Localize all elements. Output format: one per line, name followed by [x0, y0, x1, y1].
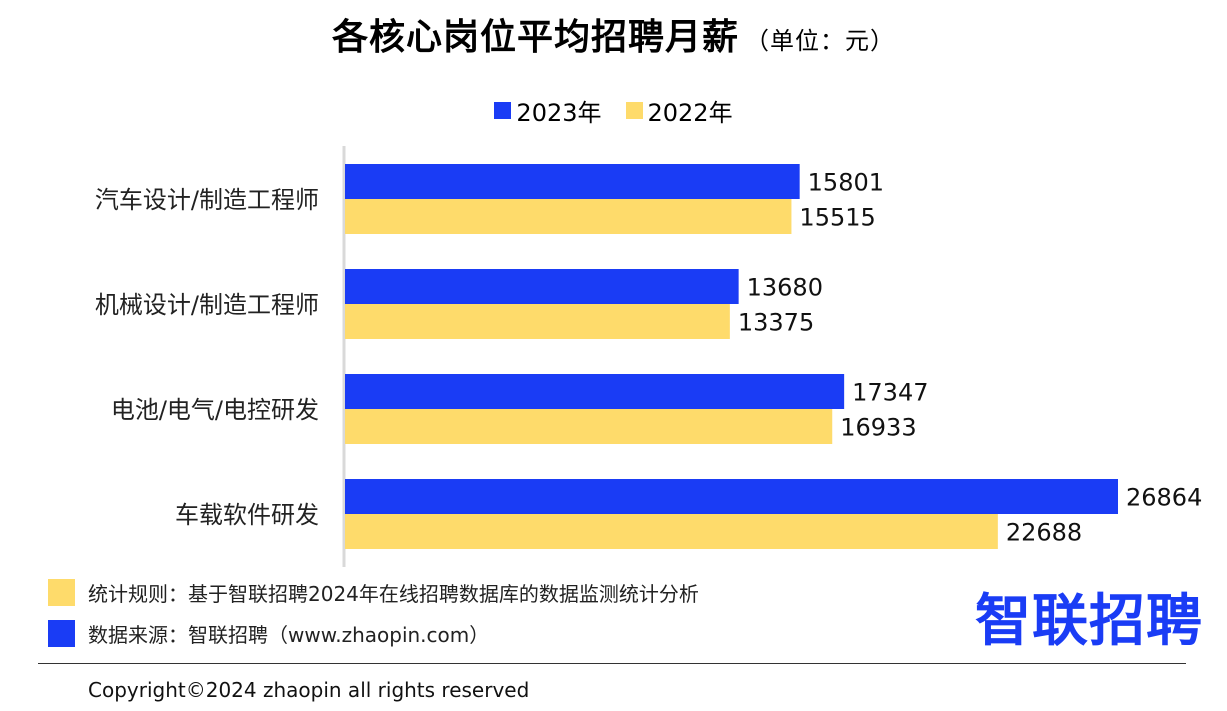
category-label: 机械设计/制造工程师 [95, 291, 319, 319]
zhaopin-logo: 智联招聘 [975, 589, 1203, 654]
legend-swatch-2022 [625, 102, 643, 119]
legend-swatch-2023 [494, 102, 512, 119]
bar-2022 [345, 514, 998, 549]
copyright: Copyright©2024 zhaopin all rights reserv… [88, 678, 530, 702]
chart-unit: （单位：元） [745, 27, 895, 55]
category-label: 汽车设计/制造工程师 [95, 186, 319, 214]
footer-divider [38, 663, 1186, 664]
category-label: 电池/电气/电控研发 [111, 396, 319, 424]
bar-2023 [345, 164, 800, 199]
legend-item-2023: 2023年 [494, 93, 602, 128]
legend-label-2023: 2023年 [516, 99, 602, 127]
category-label: 车载软件研发 [175, 501, 319, 529]
bar-2022 [345, 409, 833, 444]
bar-2023 [345, 479, 1118, 514]
legend-label-2022: 2022年 [647, 99, 733, 127]
data-label-2022: 13375 [738, 309, 814, 337]
note-source: 数据来源：智联招聘（www.zhaopin.com） [48, 619, 489, 648]
legend: 2023年 2022年 [0, 93, 1227, 128]
note-rule-swatch [48, 579, 75, 606]
note-source-swatch [48, 620, 75, 647]
data-label-2022: 22688 [1006, 519, 1082, 547]
bar-2023 [345, 269, 739, 304]
data-label-2022: 16933 [840, 414, 916, 442]
data-label-2023: 13680 [747, 274, 823, 302]
chart-title: 各核心岗位平均招聘月薪 （单位：元） [0, 8, 1227, 60]
data-label-2022: 15515 [799, 204, 875, 232]
data-label-2023: 15801 [808, 169, 884, 197]
chart-title-text: 各核心岗位平均招聘月薪 [331, 17, 739, 58]
note-source-text: 数据来源：智联招聘（www.zhaopin.com） [88, 623, 490, 647]
data-label-2023: 26864 [1126, 484, 1202, 512]
bar-2023 [345, 374, 845, 409]
note-rule-text: 统计规则：基于智联招聘2024年在线招聘数据库的数据监测统计分析 [88, 582, 699, 606]
legend-item-2022: 2022年 [625, 93, 733, 128]
bar-2022 [345, 304, 730, 339]
bar-2022 [345, 199, 792, 234]
note-rule: 统计规则：基于智联招聘2024年在线招聘数据库的数据监测统计分析 [48, 578, 699, 607]
data-label-2023: 17347 [852, 379, 928, 407]
